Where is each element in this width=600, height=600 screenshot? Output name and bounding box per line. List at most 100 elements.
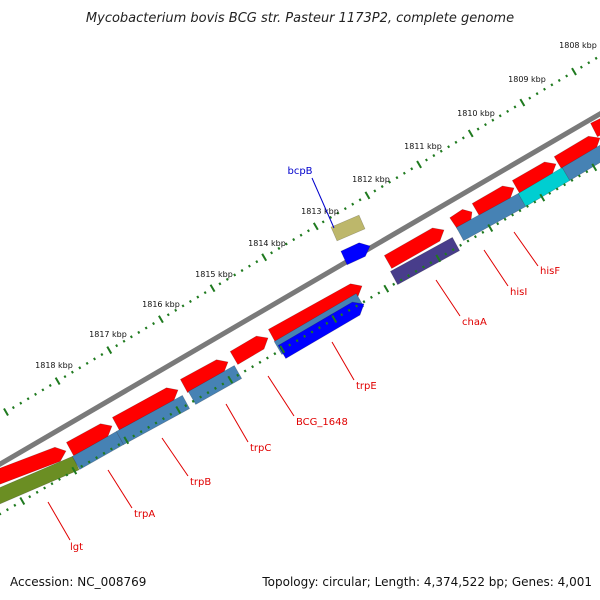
gene-label: trpE	[356, 381, 377, 392]
minor-tick	[102, 451, 106, 455]
kbp-tick-label: 1814 kbp	[248, 239, 286, 248]
minor-tick	[213, 386, 217, 390]
minor-tick	[28, 495, 32, 499]
gene-label: trpB	[190, 477, 211, 488]
tick-dots-outer	[3, 56, 598, 416]
minor-tick	[429, 261, 433, 265]
genome-backbone	[0, 110, 600, 468]
gene-label: chaA	[462, 317, 487, 328]
minor-tick	[548, 191, 552, 195]
forward-cds-track	[0, 118, 600, 485]
minor-tick	[579, 65, 583, 69]
major-tick	[312, 222, 319, 231]
minor-tick	[299, 233, 303, 237]
gene-leader-line	[331, 341, 355, 381]
minor-tick	[410, 167, 414, 171]
minor-tick	[35, 490, 39, 494]
cog-arrow	[330, 214, 366, 242]
gene-label: trpC	[250, 443, 271, 454]
minor-tick	[5, 508, 9, 512]
minor-tick	[137, 330, 141, 334]
minor-tick	[196, 295, 200, 299]
minor-tick	[273, 352, 277, 356]
minor-tick	[41, 388, 45, 392]
minor-tick	[362, 300, 366, 304]
minor-tick	[550, 83, 554, 87]
backbone-line	[0, 110, 600, 468]
minor-tick	[388, 180, 392, 184]
tick-dots-inner	[0, 163, 598, 516]
minor-tick	[78, 366, 82, 370]
major-tick	[158, 315, 164, 324]
minor-tick	[459, 243, 463, 247]
cog-arrow	[71, 431, 125, 470]
minor-tick	[577, 174, 581, 178]
minor-tick	[277, 246, 281, 250]
major-tick	[54, 377, 61, 386]
minor-tick	[525, 204, 529, 208]
minor-tick	[292, 238, 296, 242]
minor-tick	[221, 382, 225, 386]
minor-tick	[284, 242, 288, 246]
map-title: Mycobacterium bovis BCG str. Pasteur 117…	[86, 11, 514, 26]
major-tick	[209, 284, 216, 293]
cds-arrow	[0, 446, 67, 485]
major-tick	[519, 98, 526, 107]
gene-label: lgt	[70, 542, 83, 553]
gene-leader-line	[311, 177, 335, 229]
minor-tick	[236, 373, 240, 377]
minor-tick	[95, 456, 99, 460]
gene-leader-line	[483, 249, 509, 287]
gene-leader-line	[161, 437, 189, 477]
minor-tick	[336, 211, 340, 215]
cog-arrow	[340, 242, 371, 266]
major-tick	[416, 160, 422, 169]
major-tick	[3, 408, 9, 416]
minor-tick	[407, 274, 411, 278]
minor-tick	[206, 391, 210, 395]
kbp-tick-label: 1815 kbp	[195, 270, 233, 279]
minor-tick	[139, 430, 143, 434]
major-tick	[539, 193, 546, 202]
minor-tick	[476, 127, 480, 131]
minor-tick	[555, 187, 559, 191]
major-tick	[227, 375, 234, 384]
cog-arrow	[187, 365, 243, 405]
minor-tick	[306, 229, 310, 233]
minor-tick	[351, 202, 355, 206]
minor-tick	[340, 313, 344, 317]
minor-tick	[87, 460, 91, 464]
minor-tick	[496, 222, 500, 226]
minor-tick	[57, 477, 61, 481]
minor-tick	[565, 74, 569, 78]
minor-tick	[528, 96, 532, 100]
gene-label: trpA	[134, 509, 155, 520]
minor-tick	[513, 105, 517, 109]
minor-tick	[0, 512, 2, 516]
minor-tick	[439, 149, 443, 153]
minor-tick	[321, 220, 325, 224]
minor-tick	[587, 61, 591, 65]
minor-tick	[506, 109, 510, 113]
minor-tick	[11, 406, 15, 410]
minor-tick	[181, 304, 185, 308]
major-tick	[591, 163, 598, 172]
major-tick	[279, 345, 286, 354]
minor-tick	[19, 401, 23, 405]
minor-tick	[484, 123, 487, 127]
genome-summary: Topology: circular; Length: 4,374,522 bp…	[261, 575, 592, 589]
minor-tick	[424, 158, 428, 162]
kbp-tick-label: 1809 kbp	[508, 75, 546, 84]
gene-leader-line	[513, 231, 539, 267]
minor-tick	[481, 230, 485, 234]
major-tick	[175, 406, 182, 414]
minor-tick	[218, 282, 222, 286]
kbp-tick-label: 1818 kbp	[35, 361, 73, 370]
cog-arrow	[277, 301, 365, 359]
minor-tick	[50, 482, 54, 486]
minor-tick	[251, 365, 255, 369]
minor-tick	[184, 404, 188, 408]
minor-tick	[191, 399, 195, 403]
minor-tick	[557, 78, 561, 82]
minor-tick	[447, 145, 451, 149]
